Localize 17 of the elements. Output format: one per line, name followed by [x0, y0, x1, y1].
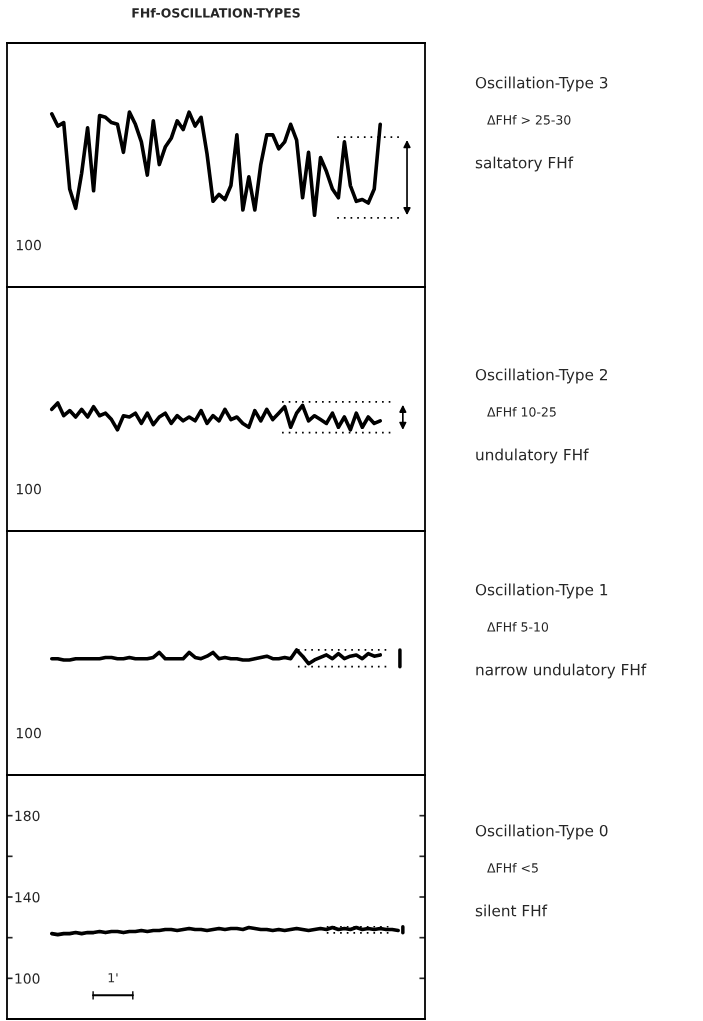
- text: ΔFHf 10-25: [487, 406, 556, 417]
- text: Oscillation-Type 0: [475, 824, 608, 840]
- text: silent FHf: [475, 904, 548, 917]
- text: Oscillation-Type 2: [475, 368, 607, 384]
- y-tick-label: 100: [15, 973, 40, 984]
- text: narrow undulatory FHf: [476, 663, 647, 679]
- text: ΔFHf > 25-30: [487, 114, 571, 125]
- text: Oscillation-Type 1: [475, 583, 608, 599]
- y-tick-label: 140: [15, 891, 40, 903]
- text: saltatory FHf: [475, 156, 574, 172]
- annotation: 1': [108, 973, 118, 983]
- chart-title: FHf-OSCILLATION-TYPES: [132, 7, 300, 18]
- text: undulatory FHf: [476, 448, 589, 464]
- y-tick-label: 180: [15, 810, 40, 822]
- text: Oscillation-Type 3: [475, 76, 608, 92]
- text: ΔFHf <5: [487, 862, 538, 873]
- text: ΔFHf 5-10: [487, 621, 549, 632]
